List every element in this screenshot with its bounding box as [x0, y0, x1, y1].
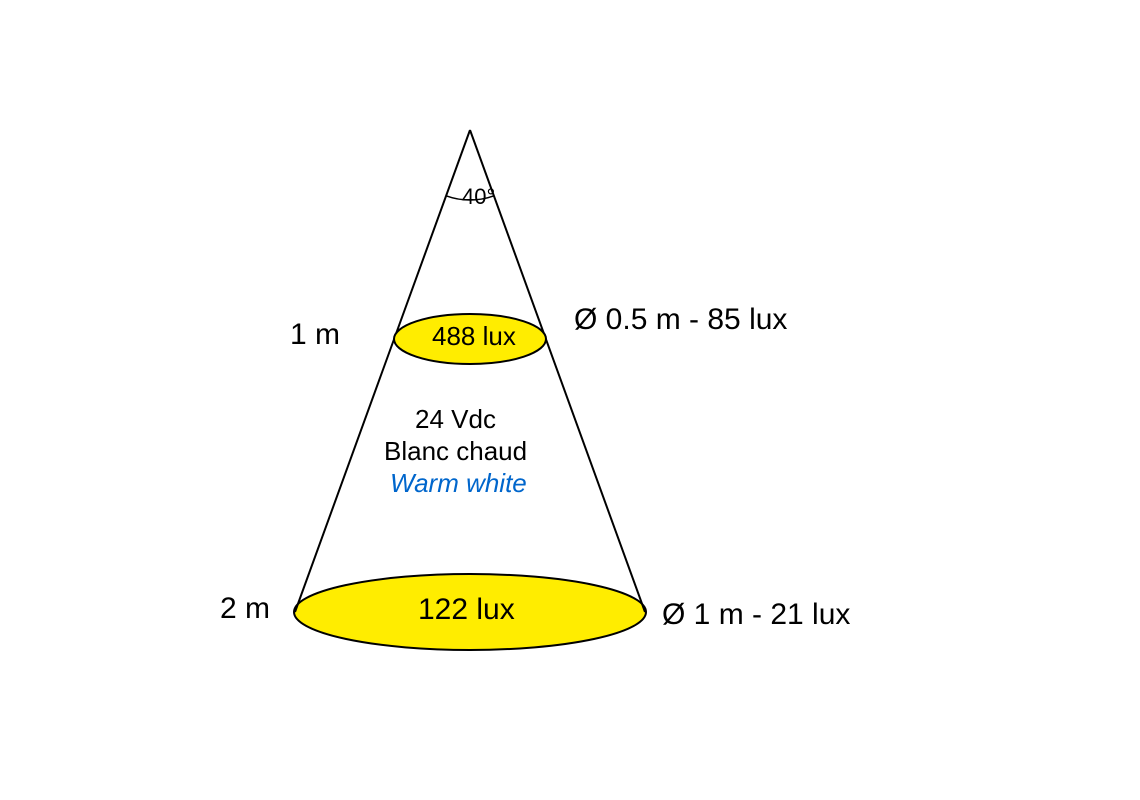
- info-voltage: 24 Vdc: [415, 404, 496, 435]
- level1-diameter-label: Ø 0.5 m - 85 lux: [574, 303, 787, 337]
- diagram-svg: [0, 0, 1140, 800]
- light-cone-diagram: 40° 1 m 488 lux Ø 0.5 m - 85 lux 2 m 122…: [0, 0, 1140, 800]
- level1-distance-label: 1 m: [290, 318, 340, 352]
- info-color-fr: Blanc chaud: [384, 436, 527, 467]
- level2-distance-label: 2 m: [220, 592, 270, 626]
- beam-angle-label: 40°: [462, 184, 495, 210]
- level2-diameter-label: Ø 1 m - 21 lux: [662, 598, 850, 632]
- info-color-en: Warm white: [390, 468, 527, 499]
- level1-center-lux-label: 488 lux: [432, 321, 516, 352]
- level2-center-lux-label: 122 lux: [418, 593, 515, 627]
